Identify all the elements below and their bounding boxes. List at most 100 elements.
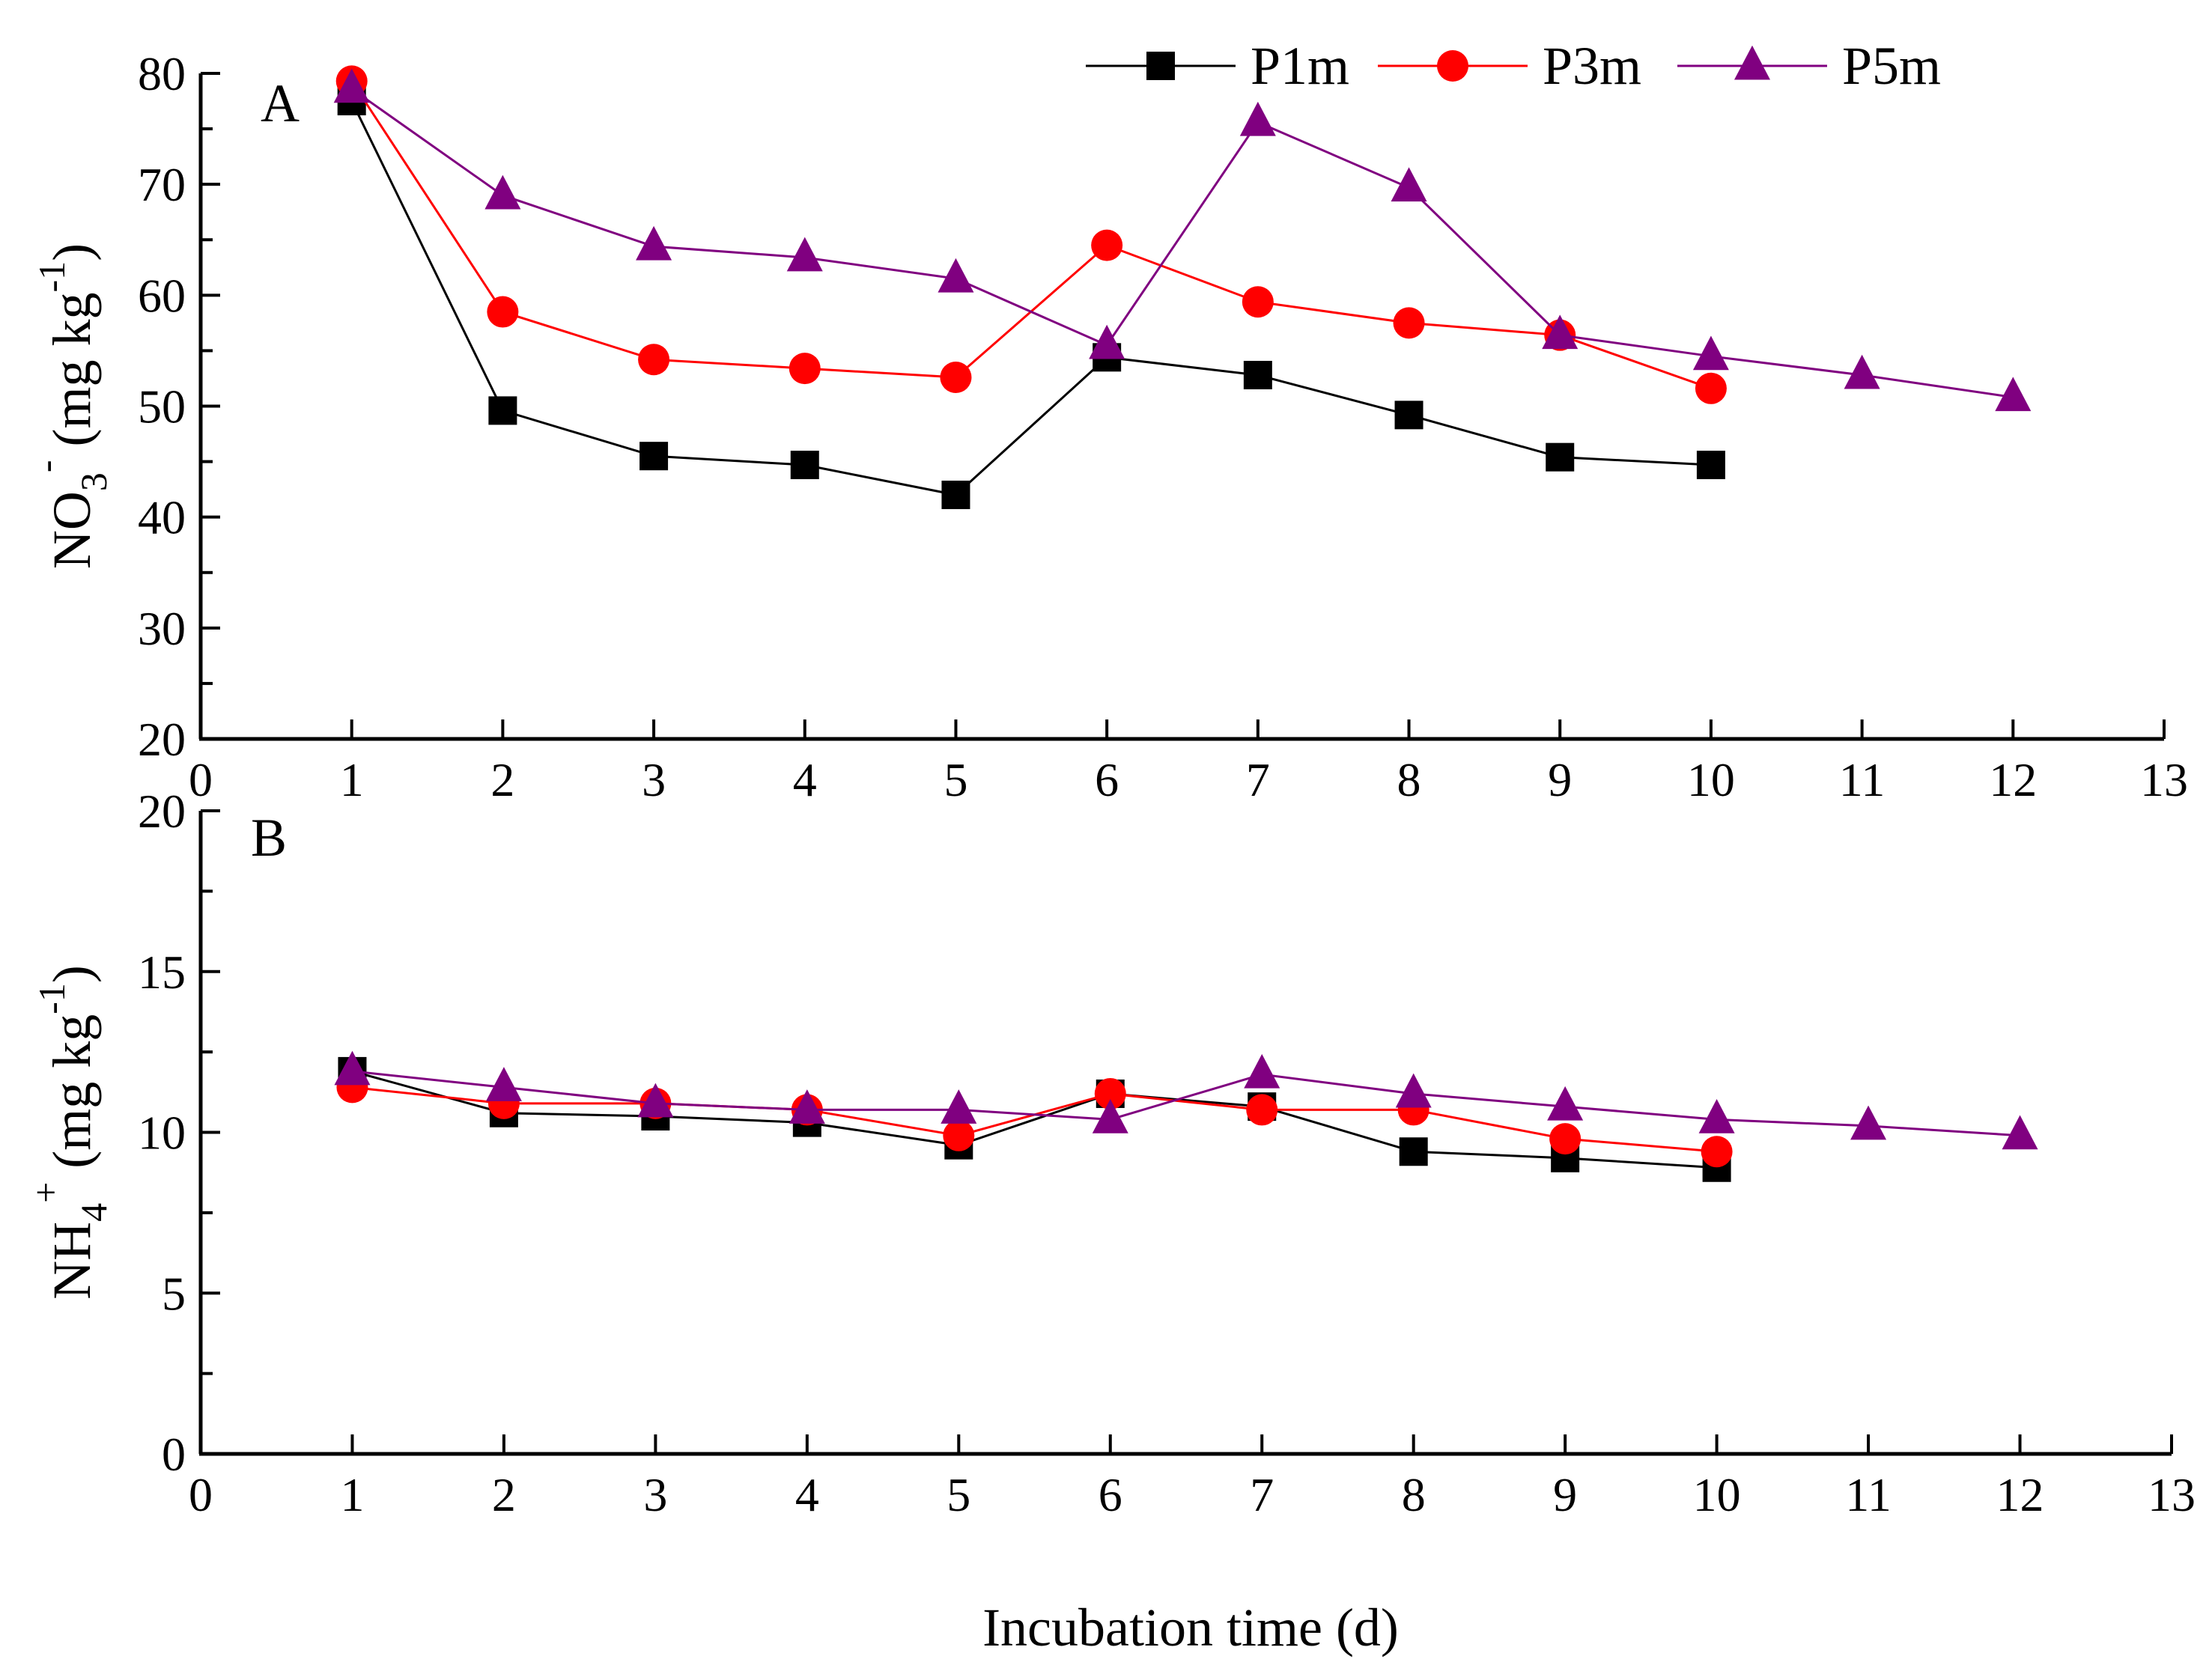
y-tick-label: 30 (138, 602, 186, 655)
x-tick-label: 10 (1693, 1468, 1741, 1521)
x-tick-label: 2 (490, 753, 514, 806)
x-tick-label: 13 (2140, 753, 2188, 806)
x-tick-label: 8 (1397, 753, 1421, 806)
point-p1m (1696, 451, 1725, 480)
point-p1m (1243, 361, 1272, 390)
y-tick-label: 0 (162, 1428, 186, 1481)
point-p5m (484, 174, 521, 210)
point-p5m (1391, 167, 1427, 202)
point-p5m (1547, 1086, 1584, 1121)
legend: P1m P3m P5m (1086, 36, 1941, 96)
panel-letter: B (251, 808, 287, 868)
y-axis-title-part: (mg kg (42, 293, 102, 460)
point-p1m (488, 396, 517, 425)
point-p1m (941, 481, 970, 510)
x-tick-label: 6 (1099, 1468, 1122, 1521)
point-p3m (1701, 1136, 1733, 1168)
x-tick-label: 6 (1095, 753, 1119, 806)
series-line-p3m (350, 80, 1712, 390)
x-tick-label: 13 (2148, 1468, 2196, 1521)
point-p1m (1546, 442, 1575, 472)
point-p5m (636, 225, 672, 261)
x-tick-label: 7 (1250, 1468, 1274, 1521)
x-tick-label: 0 (189, 1468, 213, 1521)
point-p1m (1394, 401, 1423, 430)
x-tick-label: 11 (1845, 1468, 1892, 1521)
y-axis-title-part: -1 (31, 261, 73, 293)
x-tick-label: 12 (1996, 1468, 2044, 1521)
point-p3m (1393, 307, 1425, 339)
y-axis-title: NH4 + (mg kg-1) (25, 965, 115, 1300)
legend-marker-p3m (1437, 50, 1468, 82)
x-tick-label: 1 (340, 1468, 364, 1521)
point-p5m (1092, 1099, 1128, 1133)
point-p3m (789, 353, 821, 385)
x-tick-label: 8 (1402, 1468, 1426, 1521)
point-p1m (639, 442, 669, 471)
y-tick-label: 15 (138, 946, 186, 999)
point-p5m (1850, 1105, 1887, 1140)
y-tick-label: 80 (138, 47, 186, 100)
point-p5m (1395, 1073, 1432, 1108)
x-tick-label: 4 (793, 753, 817, 806)
point-p5m (1542, 314, 1579, 350)
y-axis-title-part: -1 (31, 983, 73, 1014)
y-axis-title-part: ) (42, 965, 102, 983)
series-line-p1m (352, 1070, 1717, 1169)
y-axis-title-part: NO (42, 491, 102, 569)
x-tick-label: 12 (1989, 753, 2037, 806)
point-p3m (1549, 1123, 1581, 1155)
point-p3m (1242, 286, 1274, 318)
y-axis-title-part: - (25, 460, 67, 472)
x-tick-label: 7 (1246, 753, 1270, 806)
point-p5m (485, 1067, 522, 1101)
x-tick-label: 3 (642, 753, 666, 806)
panel-letter: A (261, 73, 300, 133)
x-tick-label: 1 (340, 753, 364, 806)
point-p5m (333, 68, 370, 103)
point-p3m (1094, 1077, 1126, 1110)
point-p3m (487, 296, 519, 328)
legend-label-p3m: P3m (1543, 36, 1641, 96)
point-p5m (789, 1089, 825, 1124)
y-tick-label: 60 (138, 269, 186, 322)
x-tick-label: 9 (1548, 753, 1572, 806)
legend-marker-p5m (1734, 45, 1770, 80)
y-tick-label: 50 (138, 380, 186, 433)
point-p3m (943, 1119, 975, 1151)
series-line-p5m (352, 1070, 2020, 1137)
y-axis-title-part: NH (42, 1222, 102, 1300)
y-axis-title-part: 4 (73, 1203, 115, 1222)
legend-label-p1m: P1m (1251, 36, 1349, 96)
legend-label-p5m: P5m (1842, 36, 1941, 96)
point-p3m (638, 344, 670, 376)
y-axis-title-part: 3 (73, 472, 115, 491)
point-p5m (637, 1083, 674, 1118)
x-tick-label: 5 (944, 753, 967, 806)
y-axis-title-part: + (25, 1182, 67, 1203)
point-p3m (1246, 1094, 1278, 1126)
y-tick-label: 20 (138, 713, 186, 766)
point-p5m (1844, 354, 1880, 389)
point-p5m (1692, 335, 1729, 371)
point-p3m (940, 361, 972, 393)
series-line-p5m (350, 88, 2014, 399)
point-p5m (1995, 377, 2032, 412)
x-tick-label: 0 (189, 753, 213, 806)
point-p5m (2002, 1115, 2038, 1150)
point-p5m (941, 1089, 977, 1124)
y-tick-label: 20 (138, 785, 186, 838)
point-p5m (1244, 1053, 1280, 1089)
y-tick-label: 5 (162, 1267, 186, 1320)
x-tick-label: 4 (795, 1468, 819, 1521)
point-p5m (1698, 1099, 1735, 1133)
x-tick-label: 2 (492, 1468, 516, 1521)
point-p5m (786, 237, 823, 272)
point-p5m (1239, 101, 1276, 136)
point-p5m (938, 258, 974, 293)
y-tick-label: 70 (138, 158, 186, 211)
y-axis-title-part: (mg kg (42, 1014, 102, 1182)
legend-marker-p1m (1146, 52, 1175, 80)
